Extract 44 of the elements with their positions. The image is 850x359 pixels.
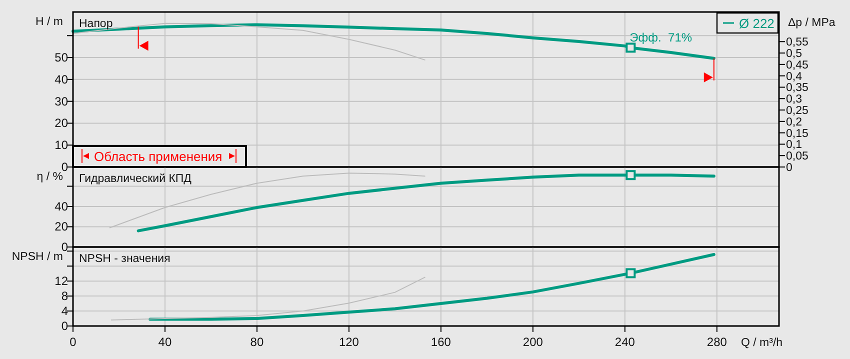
y2-tick-label: 0,5 — [786, 48, 802, 60]
y-axis-title: H / m — [36, 16, 63, 28]
y-tick-label: 30 — [54, 94, 68, 108]
y2-tick-label: 0,45 — [786, 59, 808, 72]
x-axis-title: Q / m³/h — [741, 337, 783, 349]
y-axis-title: η / % — [36, 171, 63, 183]
annotation: Область применения — [94, 149, 222, 164]
y2-tick-label: 0,55 — [786, 36, 808, 49]
x-tick-label: 240 — [614, 335, 636, 349]
legend-label: Ø 222 — [739, 16, 774, 31]
text: NPSH - значения — [79, 253, 170, 265]
y2-tick-label: 0 — [786, 162, 792, 174]
x-tick-label: 280 — [706, 335, 728, 349]
x-tick-label: 200 — [522, 335, 544, 349]
y-tick-label: 20 — [54, 220, 68, 234]
x-tick-label: 80 — [250, 335, 264, 349]
annotation: Эфф. 71% — [630, 30, 692, 45]
y-tick-label: 8 — [61, 289, 68, 304]
x-tick-label: 160 — [430, 335, 452, 349]
y-tick-label: 50 — [54, 50, 68, 65]
y-tick-label: 0 — [61, 319, 68, 333]
y2-tick-label: 0,2 — [786, 116, 802, 128]
y-tick-label: 40 — [54, 199, 68, 214]
y-tick-label: 40 — [54, 72, 68, 86]
x-tick-label: 40 — [158, 335, 172, 349]
y2-tick-label: 0,1 — [786, 139, 802, 152]
y2-tick-label: 0,05 — [786, 150, 808, 163]
y-tick-label: 4 — [61, 304, 68, 318]
text: Напор — [79, 18, 113, 30]
y2-tick-label: 0,35 — [786, 82, 808, 94]
y-tick-label: 10 — [54, 138, 68, 152]
text: Гидравлический КПД — [79, 173, 192, 185]
y2-tick-label: 0,3 — [786, 94, 802, 106]
y-tick-label: 20 — [54, 116, 68, 130]
y2-tick-label: 0,25 — [786, 105, 808, 118]
y-tick-label: 0 — [61, 160, 68, 174]
y2-tick-label: 0,15 — [786, 128, 808, 140]
y-tick-label: 0 — [61, 240, 68, 254]
x-tick-label: 120 — [338, 335, 360, 349]
y-tick-label: 12 — [54, 274, 68, 288]
y2-axis-title: Δp / MPa — [788, 17, 836, 29]
x-tick-label: 0 — [70, 335, 77, 349]
y-axis-title: NPSH / m — [12, 251, 63, 263]
y2-tick-label: 0,4 — [786, 70, 803, 83]
